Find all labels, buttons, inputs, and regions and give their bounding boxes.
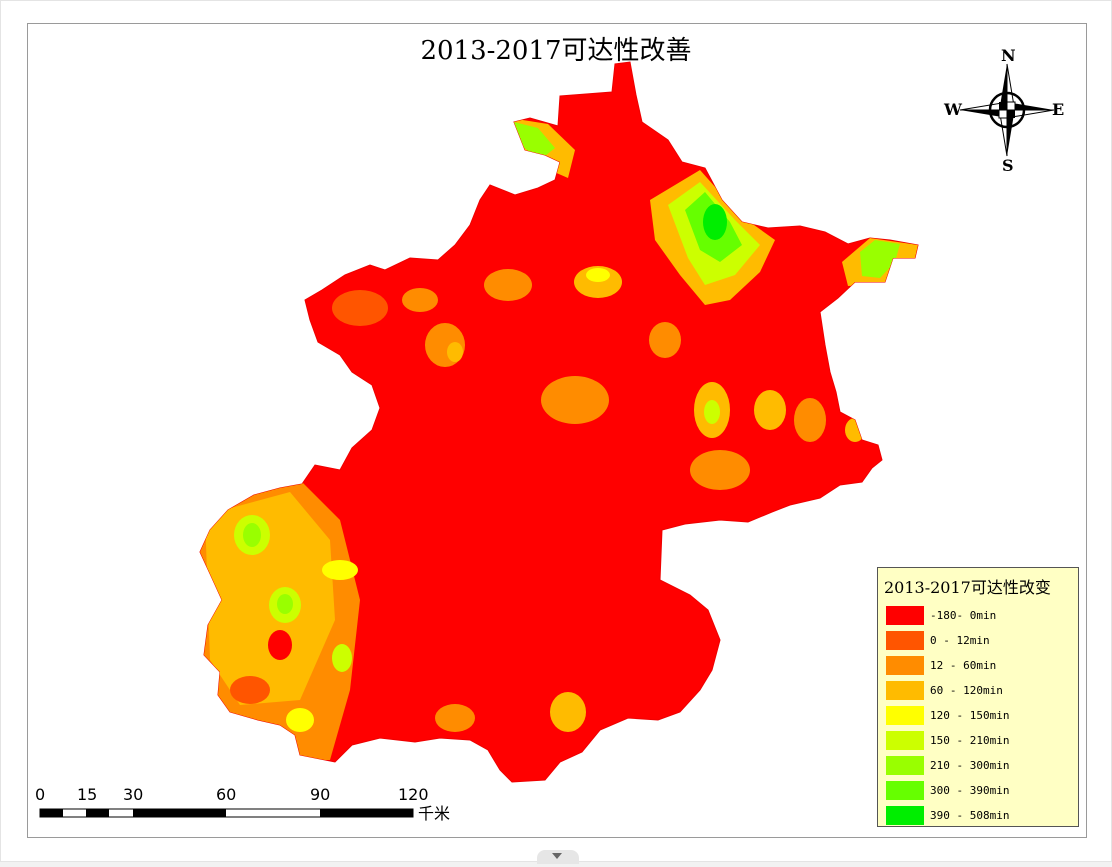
legend-label: 300 - 390min (930, 784, 1010, 797)
compass-south-label: S (1002, 156, 1014, 175)
legend-swatch (886, 631, 924, 650)
legend-item: 12 - 60min (886, 656, 1076, 676)
zone-southwest-red-6 (268, 630, 292, 660)
zone-patch-3-inner (447, 342, 463, 362)
zone-southwest-yellow-3 (322, 560, 358, 580)
compass-north-label: N (1001, 46, 1016, 65)
zone-northeast-brightgreen (703, 204, 727, 240)
scale-segment-1 (40, 809, 63, 817)
scale-bar (39, 808, 414, 818)
legend-item: 0 - 12min (886, 631, 1076, 651)
zone-northwest-tip-green (514, 122, 555, 160)
legend-item: 390 - 508min (886, 806, 1076, 826)
scale-tick-60: 60 (216, 785, 237, 804)
legend-swatch (886, 806, 924, 825)
beijing-region (199, 61, 919, 783)
zone-southwest-yellow-5 (286, 708, 314, 732)
zone-southwest-orange-7 (230, 676, 270, 704)
map-title: 2013-2017可达性改善 (420, 36, 692, 66)
collapse-toggle-button[interactable] (537, 850, 579, 864)
legend-label: -180- 0min (930, 609, 997, 622)
zone-patch-9 (649, 322, 681, 358)
legend-label: 150 - 210min (930, 734, 1010, 747)
scale-tick-120: 120 (398, 785, 429, 804)
legend-label: 60 - 120min (930, 684, 1003, 697)
zone-east-spur-green (860, 240, 900, 278)
legend-swatch (886, 606, 924, 625)
compass-east-label: E (1052, 100, 1065, 119)
map-legend: 2013-2017可达性改变 -180- 0min 0 - 12min 12 - 6… (877, 567, 1079, 827)
zone-patch-14 (845, 418, 865, 442)
zone-patch-4 (541, 376, 609, 424)
zone-patch-10 (550, 692, 586, 732)
zone-southwest-yellowgreen-4 (332, 644, 352, 672)
scale-tick-0: 0 (35, 785, 46, 804)
scale-tick-15: 15 (77, 785, 98, 804)
compass-rose: N S E W (940, 44, 1070, 175)
legend-swatch (886, 756, 924, 775)
scale-segment-7 (320, 809, 413, 817)
legend-swatch (886, 781, 924, 800)
zone-patch-5-inner (704, 400, 720, 424)
scale-segment-3 (86, 809, 109, 817)
compass-rose-icon (959, 63, 1055, 157)
legend-label: 210 - 300min (930, 759, 1010, 772)
legend-label: 390 - 508min (930, 809, 1010, 822)
legend-item: 120 - 150min (886, 706, 1076, 726)
legend-label: 12 - 60min (930, 659, 997, 672)
legend-title: 2013-2017可达性改变 (884, 578, 1051, 597)
legend-label: 120 - 150min (930, 709, 1010, 722)
zone-patch-2 (484, 269, 532, 301)
zone-patch-11 (435, 704, 475, 732)
scale-segment-5 (133, 809, 226, 817)
zone-patch-7 (794, 398, 826, 442)
zone-southwest-green-2 (277, 594, 293, 614)
zone-patch-6 (754, 390, 786, 430)
legend-item: 300 - 390min (886, 781, 1076, 801)
legend-swatch (886, 656, 924, 675)
scale-tick-90: 90 (310, 785, 331, 804)
legend-item: -180- 0min (886, 606, 1076, 626)
scale-tick-30: 30 (123, 785, 144, 804)
legend-item: 150 - 210min (886, 731, 1076, 751)
legend-swatch (886, 706, 924, 725)
legend-label: 0 - 12min (930, 634, 990, 647)
legend-item: 210 - 300min (886, 756, 1076, 776)
scale-unit: 千米 (418, 804, 451, 823)
legend-swatch (886, 681, 924, 700)
zone-southwest-green-1 (243, 523, 261, 547)
chevron-down-icon (552, 853, 562, 859)
zone-patch-13 (402, 288, 438, 312)
legend-item: 60 - 120min (886, 681, 1076, 701)
compass-west-label: W (944, 100, 962, 119)
legend-swatch (886, 731, 924, 750)
zone-patch-1-inner (586, 268, 610, 282)
zone-patch-12 (332, 290, 388, 326)
accessibility-zones (200, 118, 918, 760)
zone-patch-8 (690, 450, 750, 490)
